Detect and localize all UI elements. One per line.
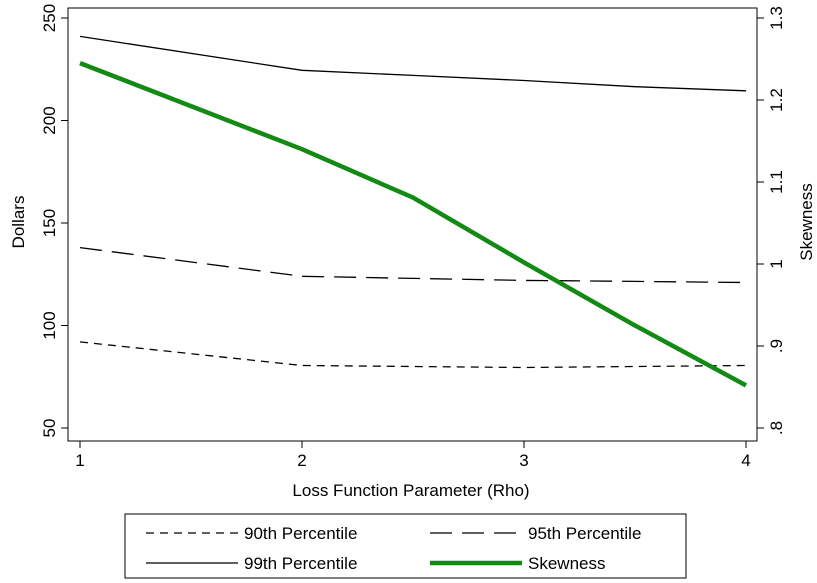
y-axis-left: 50 100 150 200 250 (40, 4, 68, 438)
series-line-90th-percentile (80, 342, 746, 368)
plot-frame (68, 8, 757, 441)
legend-label-95th-percentile: 95th Percentile (528, 524, 641, 543)
plot-area (68, 8, 757, 441)
x-tick-label: 4 (741, 451, 750, 470)
legend-label-99th-percentile: 99th Percentile (244, 554, 357, 573)
x-tick-label: 2 (297, 451, 306, 470)
y-axis-left-title: Dollars (9, 196, 28, 249)
x-tick-label: 1 (75, 451, 84, 470)
series-line-skewness (80, 63, 746, 385)
x-axis: 1 2 3 4 (75, 441, 750, 470)
y-left-tick-label: 100 (40, 311, 59, 339)
series-line-99th-percentile (80, 36, 746, 90)
y-right-tick-label: .9 (767, 339, 786, 353)
series-line-95th-percentile (80, 248, 746, 283)
y-right-tick-label: 1.3 (767, 6, 786, 30)
y-right-tick-label: 1 (767, 259, 786, 268)
y-right-tick-label: 1.1 (767, 170, 786, 194)
y-axis-right: .8 .9 1 1.1 1.2 1.3 (757, 6, 786, 435)
y-axis-right-title: Skewness (797, 183, 816, 260)
x-tick-label: 3 (519, 451, 528, 470)
legend: 90th Percentile 95th Percentile 99th Perce… (125, 514, 686, 578)
legend-label-90th-percentile: 90th Percentile (244, 524, 357, 543)
y-right-tick-label: 1.2 (767, 88, 786, 112)
y-left-tick-label: 250 (40, 4, 59, 32)
y-left-tick-label: 50 (40, 419, 59, 438)
y-left-tick-label: 150 (40, 209, 59, 237)
series-lines (80, 36, 746, 385)
x-axis-title: Loss Function Parameter (Rho) (292, 481, 529, 500)
legend-label-skewness: Skewness (528, 554, 605, 573)
y-right-tick-label: .8 (767, 421, 786, 435)
y-left-tick-label: 200 (40, 106, 59, 134)
